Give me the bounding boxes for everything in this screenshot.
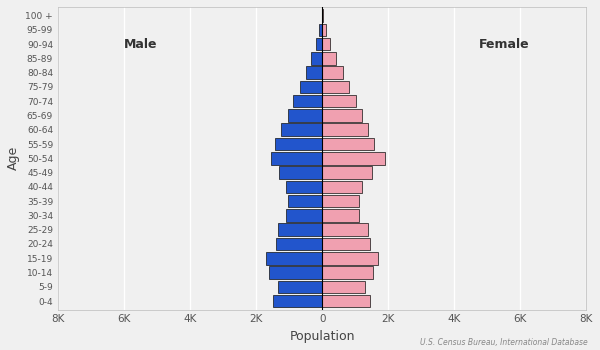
- Bar: [322, 195, 359, 208]
- Bar: [311, 52, 322, 65]
- Bar: [271, 152, 322, 164]
- Bar: [322, 223, 368, 236]
- Bar: [322, 95, 356, 107]
- Bar: [272, 295, 322, 307]
- Bar: [278, 223, 322, 236]
- Bar: [269, 266, 322, 279]
- Bar: [322, 280, 365, 293]
- Bar: [322, 38, 331, 50]
- Bar: [287, 109, 322, 122]
- Text: U.S. Census Bureau, International Database: U.S. Census Bureau, International Databa…: [420, 337, 588, 346]
- Bar: [278, 280, 322, 293]
- Bar: [286, 209, 322, 222]
- Bar: [322, 181, 362, 193]
- Bar: [279, 166, 322, 179]
- Bar: [322, 124, 368, 136]
- X-axis label: Population: Population: [289, 330, 355, 343]
- Bar: [287, 195, 322, 208]
- Bar: [322, 23, 326, 36]
- Bar: [322, 152, 385, 164]
- Bar: [322, 138, 374, 150]
- Bar: [276, 238, 322, 250]
- Bar: [281, 124, 322, 136]
- Bar: [305, 66, 322, 79]
- Bar: [322, 9, 323, 22]
- Text: Female: Female: [478, 37, 529, 50]
- Bar: [322, 209, 359, 222]
- Bar: [293, 95, 322, 107]
- Bar: [319, 23, 322, 36]
- Bar: [275, 138, 322, 150]
- Bar: [322, 238, 370, 250]
- Text: Male: Male: [124, 37, 157, 50]
- Bar: [316, 38, 322, 50]
- Bar: [322, 66, 343, 79]
- Bar: [300, 80, 322, 93]
- Bar: [322, 266, 373, 279]
- Bar: [322, 80, 349, 93]
- Bar: [266, 252, 322, 265]
- Y-axis label: Age: Age: [7, 146, 20, 170]
- Bar: [322, 295, 370, 307]
- Bar: [322, 109, 362, 122]
- Bar: [322, 166, 372, 179]
- Bar: [322, 252, 379, 265]
- Bar: [322, 52, 337, 65]
- Bar: [286, 181, 322, 193]
